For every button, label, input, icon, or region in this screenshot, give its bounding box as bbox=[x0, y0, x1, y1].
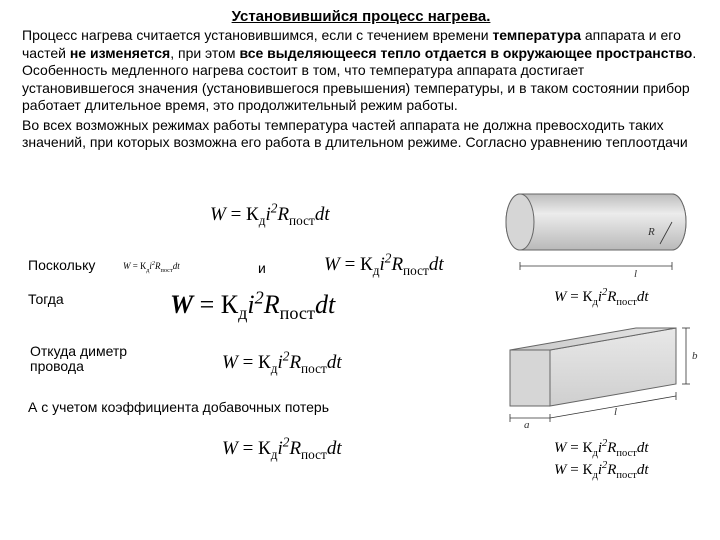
paragraph-1: Процесс нагрева считается установившимся… bbox=[22, 27, 700, 115]
p1-b: температура bbox=[492, 27, 581, 43]
box-dim-b: b bbox=[692, 350, 698, 362]
formula-big: W = Кдi2Rпостdt bbox=[170, 290, 335, 320]
formula-diameter: W = Кдi2Rпостdt bbox=[222, 352, 342, 374]
cyl-dim-l: l bbox=[634, 268, 637, 280]
box-dim-l: l bbox=[614, 406, 617, 418]
p1-e: , при этом bbox=[170, 45, 239, 61]
paragraph-2: Во всех возможных режимах работы темпера… bbox=[22, 117, 700, 152]
p1-a: Процесс нагрева считается установившимся… bbox=[22, 27, 492, 43]
formula-tiny: W = Кдi2Rпостdt bbox=[123, 261, 180, 271]
formula-last: W = Кдi2Rпостdt bbox=[222, 438, 342, 460]
formula-cylinder-caption: W = Кдi2Rпостdt bbox=[554, 289, 648, 306]
formula-box-caption-1: W = Кдi2Rпостdt bbox=[554, 440, 648, 457]
label-i: и bbox=[258, 260, 266, 276]
formula-box-caption-2: W = Кдi2Rпостdt bbox=[554, 462, 648, 479]
formula-main-1: W = Кдi2Rпостdt bbox=[210, 204, 330, 226]
box-diagram bbox=[490, 320, 700, 460]
label-a-s-uchetom: А с учетом коэффициента добавочных потер… bbox=[28, 400, 338, 415]
cyl-dim-R: R bbox=[648, 226, 655, 238]
label-otkuda: Откуда диметр провода bbox=[30, 344, 170, 375]
formula-row-right: W = Кдi2Rпостdt bbox=[324, 254, 444, 276]
box-dim-a: a bbox=[524, 419, 530, 431]
page-title: Установившийся процесс нагрева. bbox=[22, 8, 700, 25]
p1-f: все выделяющееся тепло отдается в окружа… bbox=[239, 45, 692, 61]
label-togda: Тогда bbox=[28, 292, 98, 307]
p1-d: не изменяется bbox=[70, 45, 170, 61]
label-poskolku: Поскольку bbox=[28, 258, 98, 273]
